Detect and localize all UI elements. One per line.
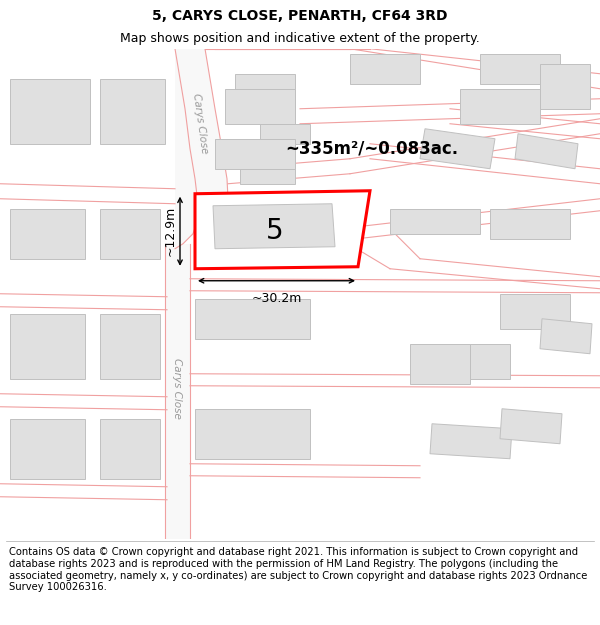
Polygon shape	[10, 209, 85, 259]
Text: Carys Close: Carys Close	[191, 93, 209, 154]
Polygon shape	[10, 314, 85, 379]
Text: ~335m²/~0.083ac.: ~335m²/~0.083ac.	[285, 140, 458, 158]
Polygon shape	[195, 409, 310, 459]
Polygon shape	[500, 294, 570, 329]
Polygon shape	[490, 209, 570, 239]
Polygon shape	[175, 49, 228, 249]
Polygon shape	[460, 89, 540, 124]
Polygon shape	[165, 244, 190, 539]
Polygon shape	[480, 54, 560, 84]
Polygon shape	[390, 209, 480, 234]
Polygon shape	[515, 134, 578, 169]
Polygon shape	[10, 419, 85, 479]
Polygon shape	[215, 139, 295, 169]
Text: ~12.9m: ~12.9m	[164, 206, 177, 256]
Polygon shape	[195, 299, 310, 339]
Polygon shape	[540, 319, 592, 354]
Polygon shape	[350, 54, 420, 84]
Polygon shape	[240, 154, 295, 184]
Polygon shape	[10, 79, 90, 144]
Polygon shape	[260, 124, 310, 144]
Polygon shape	[410, 344, 470, 384]
Polygon shape	[100, 419, 160, 479]
Polygon shape	[195, 191, 370, 269]
Polygon shape	[100, 79, 165, 144]
Text: Carys Close: Carys Close	[172, 358, 182, 419]
Polygon shape	[225, 89, 295, 124]
Text: Contains OS data © Crown copyright and database right 2021. This information is : Contains OS data © Crown copyright and d…	[9, 548, 587, 592]
Text: 5, CARYS CLOSE, PENARTH, CF64 3RD: 5, CARYS CLOSE, PENARTH, CF64 3RD	[152, 9, 448, 22]
Text: ~30.2m: ~30.2m	[251, 292, 302, 305]
Polygon shape	[235, 74, 295, 119]
Polygon shape	[100, 209, 160, 259]
Polygon shape	[500, 409, 562, 444]
Polygon shape	[470, 344, 510, 379]
Text: Map shows position and indicative extent of the property.: Map shows position and indicative extent…	[120, 32, 480, 45]
Polygon shape	[420, 129, 495, 169]
Polygon shape	[100, 314, 160, 379]
Text: 5: 5	[266, 217, 284, 245]
Polygon shape	[540, 64, 590, 109]
Polygon shape	[430, 424, 512, 459]
Polygon shape	[213, 204, 335, 249]
